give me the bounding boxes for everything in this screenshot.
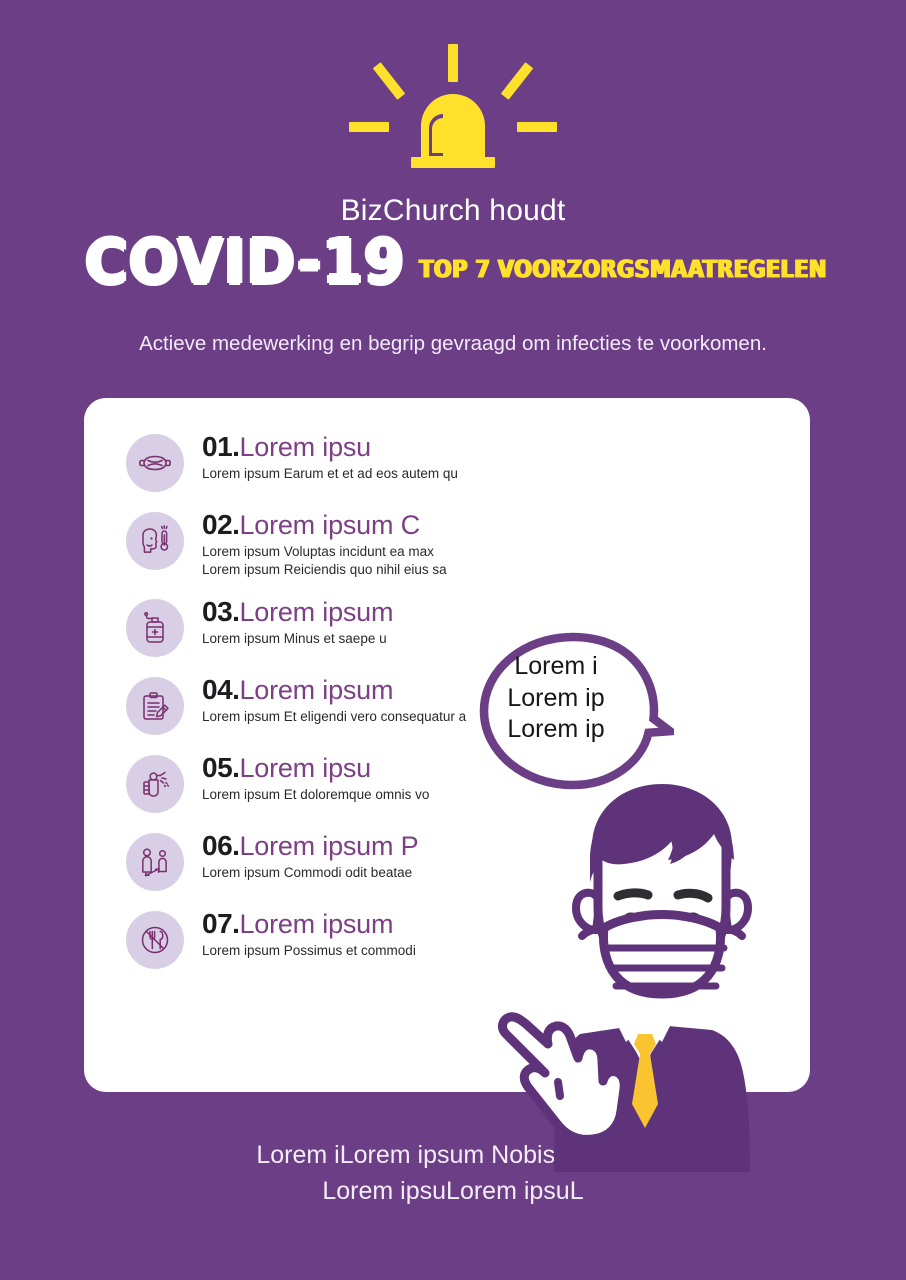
list-item-desc: Lorem ipsum Commodi odit beatae xyxy=(202,865,413,881)
list-item-head: 03.Lorem ipsum xyxy=(202,597,393,626)
list-item-text: 07.Lorem ipsum Lorem ipsum Possimus et c… xyxy=(202,907,416,960)
hand-sanitizer-bottle-icon xyxy=(126,599,184,658)
list-item-head: 06.Lorem ipsum P xyxy=(202,830,419,862)
list-item-number: 05 xyxy=(202,752,233,784)
list-item-title: Lorem ipsum xyxy=(239,909,394,940)
list-item-desc: Lorem ipsum Earum et et ad eos autem qu xyxy=(202,466,458,482)
masked-businessman-waving-illustration xyxy=(472,772,812,1172)
list-item-dot: . xyxy=(232,674,240,706)
list-item-head: 07.Lorem ipsum xyxy=(202,909,416,938)
list-item-dot: . xyxy=(232,596,240,628)
speech-bubble-text: Lorem i Lorem ip Lorem ip xyxy=(458,651,654,746)
no-eating-icon xyxy=(126,911,184,970)
list-item-text: 02.Lorem ipsum C Lorem ipsum Voluptas in… xyxy=(202,508,447,579)
list-item-number: 03 xyxy=(202,596,233,628)
list-item-title: Lorem ipsum C xyxy=(239,510,420,540)
list-item[interactable]: 03.Lorem ipsum Lorem ipsum Minus et saep… xyxy=(126,595,686,658)
title-row: COVID-19 TOP 7 VOORZORGSMAATREGELEN xyxy=(0,232,906,294)
list-item[interactable]: 07.Lorem ipsum Lorem ipsum Possimus et c… xyxy=(126,907,686,970)
list-item-title: Lorem ipsum P xyxy=(239,831,419,862)
subtitle: Actieve medewerking en begrip gevraagd o… xyxy=(139,332,767,355)
list-item-title: Lorem ipsum xyxy=(239,675,394,706)
speech-line-2: Lorem ip xyxy=(507,683,605,712)
list-item-dot: . xyxy=(232,509,240,540)
precautions-card: 01.Lorem ipsu Lorem ipsum Earum et et ad… xyxy=(84,398,810,1092)
list-item-dot: . xyxy=(232,431,240,462)
list-item-text: 06.Lorem ipsum P Lorem ipsum Commodi odi… xyxy=(202,829,419,882)
list-item-title: Lorem ipsum xyxy=(239,597,394,628)
social-distancing-icon xyxy=(126,833,184,892)
list-item-text: 05.Lorem ipsu Lorem ipsum Et doloremque … xyxy=(202,751,429,804)
speech-line-1: Lorem i xyxy=(514,652,598,680)
list-item-head: 02.Lorem ipsum C xyxy=(202,510,447,539)
list-item-desc: Lorem ipsum Et doloremque omnis vo xyxy=(202,787,430,803)
list-item[interactable]: 06.Lorem ipsum P Lorem ipsum Commodi odi… xyxy=(126,829,686,892)
list-item-head: 04.Lorem ipsum xyxy=(202,675,466,704)
list-item-desc: Lorem ipsum Et eligendi vero consequatur… xyxy=(202,709,467,725)
list-item[interactable]: 05.Lorem ipsu Lorem ipsum Et doloremque … xyxy=(126,751,686,814)
list-item-number: 07 xyxy=(202,908,233,940)
list-item-text: 03.Lorem ipsum Lorem ipsum Minus et saep… xyxy=(202,595,393,648)
list-item-desc: Lorem ipsum Possimus et commodi xyxy=(202,943,416,959)
siren-alarm-icon xyxy=(343,38,563,168)
speech-line-3: Lorem ip xyxy=(507,715,605,743)
head-thermometer-icon xyxy=(126,512,184,570)
brand-title: BizChurch houdt xyxy=(340,194,566,227)
list-item-number: 04 xyxy=(202,674,233,706)
list-item-title: Lorem ipsu xyxy=(239,432,372,462)
footer-line-2: Lorem ipsuLorem ipsuL xyxy=(322,1176,584,1205)
list-item[interactable]: 04.Lorem ipsum Lorem ipsum Et eligendi v… xyxy=(126,673,686,736)
list-item-dot: . xyxy=(232,752,240,784)
list-item[interactable]: 02.Lorem ipsum C Lorem ipsum Voluptas in… xyxy=(126,508,686,579)
list-item-head: 05.Lorem ipsu xyxy=(202,753,429,782)
list-item[interactable]: 01.Lorem ipsu Lorem ipsum Earum et et ad… xyxy=(126,430,686,492)
speech-bubble: Lorem i Lorem ip Lorem ip xyxy=(458,617,682,805)
list-item-text: 01.Lorem ipsu Lorem ipsum Earum et et ad… xyxy=(202,430,458,483)
header: BizChurch houdt COVID-19 TOP 7 VOORZORGS… xyxy=(0,0,906,356)
top7-badge: TOP 7 VOORZORGSMAATREGELEN xyxy=(419,255,827,284)
page-title: COVID-19 xyxy=(85,226,406,299)
list-item-text: 04.Lorem ipsum Lorem ipsum Et eligendi v… xyxy=(202,673,466,726)
list-item-number: 01 xyxy=(202,431,233,462)
list-item-number: 02 xyxy=(202,509,233,540)
list-item-title: Lorem ipsu xyxy=(239,753,372,784)
list-item-number: 06 xyxy=(202,830,233,862)
list-item-desc: Lorem ipsum Minus et saepe u xyxy=(202,631,387,647)
list-item-dot: . xyxy=(232,908,240,940)
precautions-list: 01.Lorem ipsu Lorem ipsum Earum et et ad… xyxy=(126,430,686,985)
clipboard-pencil-icon xyxy=(126,677,184,736)
list-item-desc: Lorem ipsum Voluptas incidunt ea max Lor… xyxy=(202,544,447,578)
list-item-dot: . xyxy=(232,830,240,862)
list-item-head: 01.Lorem ipsu xyxy=(202,432,458,461)
face-mask-icon xyxy=(126,434,184,492)
spray-disinfect-icon xyxy=(126,755,184,814)
